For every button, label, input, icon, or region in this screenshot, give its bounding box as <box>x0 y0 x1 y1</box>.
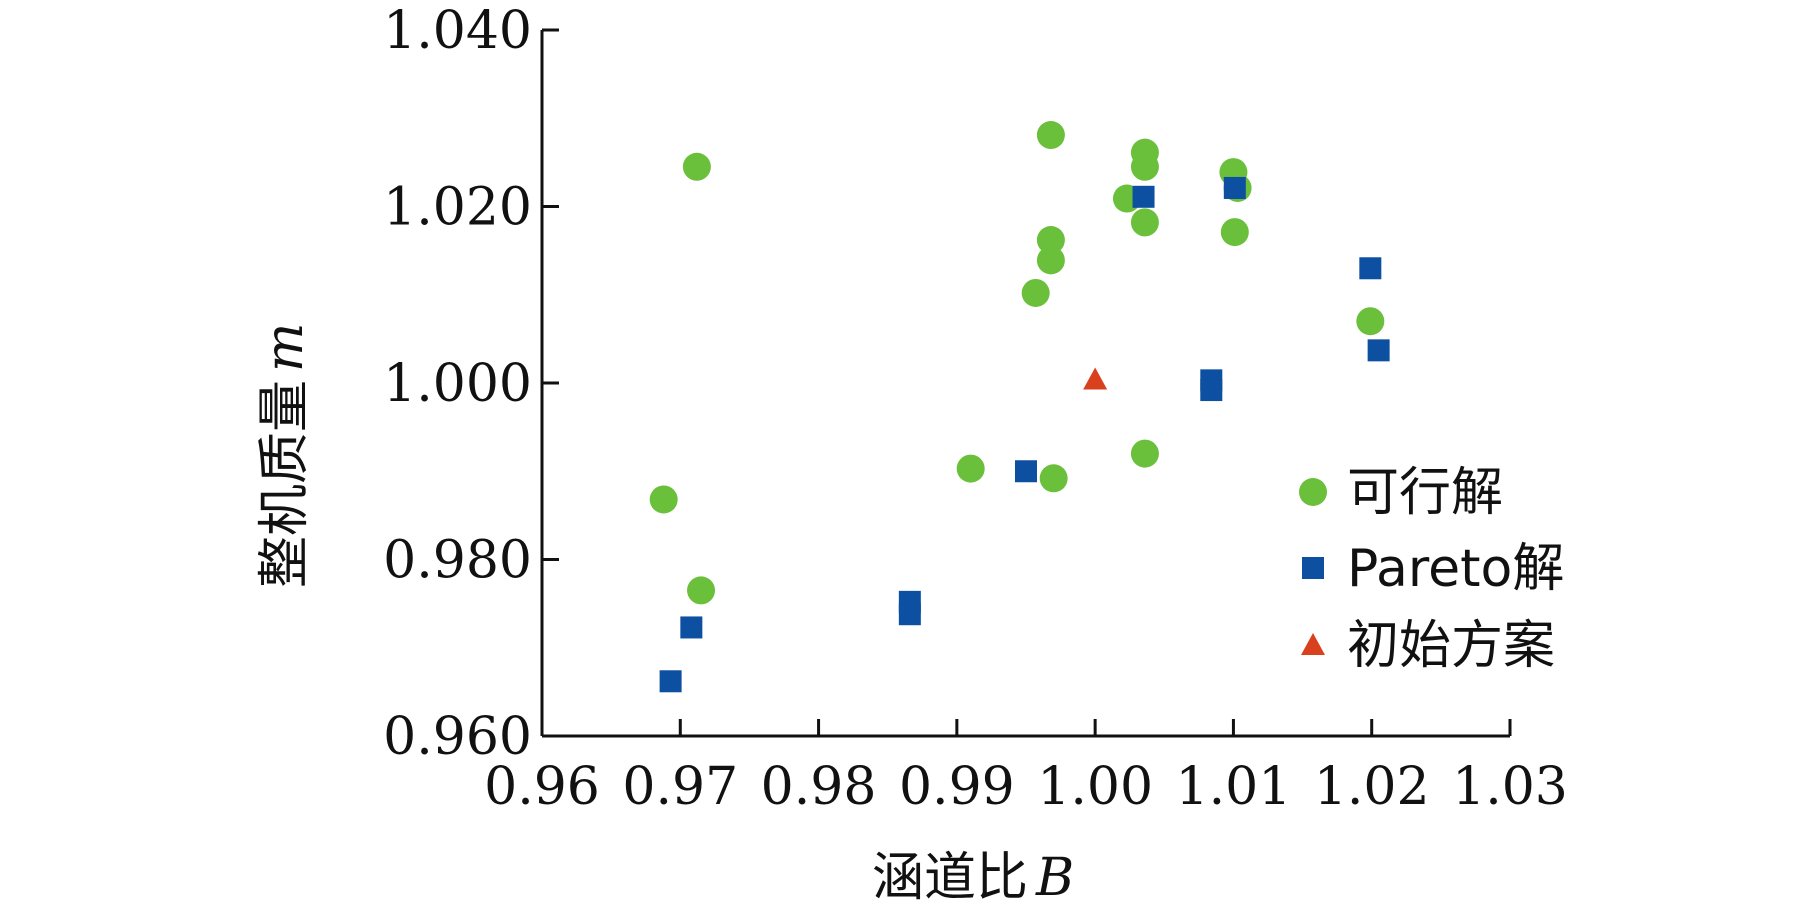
feasible-point <box>687 576 716 605</box>
x-tick-label: 1.02 <box>1314 757 1430 817</box>
pareto-point <box>1200 379 1223 402</box>
feasible-point <box>1356 307 1385 336</box>
pareto-point <box>1359 257 1382 280</box>
x-axis-title: 涵道比 <box>872 848 1028 908</box>
x-tick-label: 1.01 <box>1176 757 1292 817</box>
feasible-point <box>1036 121 1065 150</box>
pareto-point <box>659 670 682 693</box>
tick-labels: 0.96 0.97 0.98 0.99 1.00 1.01 1.02 1.03 0.960 0.9… <box>383 1 1568 817</box>
y-axis-title-group: 整机质量 m <box>255 323 315 588</box>
y-tick-label: 0.960 <box>383 707 532 767</box>
y-axis-variable: m <box>255 323 315 372</box>
feasible-point <box>649 485 678 514</box>
pareto-point <box>1367 339 1390 362</box>
x-tick-label: 0.99 <box>899 757 1015 817</box>
legend-feasible-label: 可行解 <box>1347 463 1503 523</box>
legend-initial-marker <box>1301 633 1325 655</box>
pareto-point <box>1223 176 1246 199</box>
legend-pareto-marker <box>1302 557 1324 579</box>
feasible-point <box>1021 278 1050 307</box>
feasible-point <box>682 152 711 181</box>
y-tick-label: 1.000 <box>383 354 532 414</box>
legend-pareto-label: Pareto解 <box>1347 539 1564 599</box>
x-tick-label: 1.00 <box>1037 757 1153 817</box>
y-axis-title: 整机质量 <box>255 380 315 588</box>
feasible-point <box>956 454 985 483</box>
feasible-point <box>1036 246 1065 275</box>
y-tick-label: 1.020 <box>383 178 532 238</box>
y-tick-label: 0.980 <box>383 531 532 591</box>
x-tick-label: 0.97 <box>622 757 738 817</box>
x-axis-variable: B <box>1035 848 1074 908</box>
feasible-point <box>1220 218 1249 247</box>
feasible-point <box>1036 226 1065 255</box>
plot-area <box>649 121 1390 693</box>
feasible-point <box>1039 464 1068 493</box>
axes <box>540 28 1512 738</box>
initial-point <box>1083 367 1108 390</box>
pareto-point <box>898 603 921 626</box>
pareto-point <box>680 616 703 639</box>
y-tick-label: 1.040 <box>383 1 532 61</box>
x-tick-label: 0.98 <box>761 757 877 817</box>
x-tick-label: 1.03 <box>1452 757 1568 817</box>
feasible-point <box>1130 152 1159 181</box>
legend-initial-label: 初始方案 <box>1347 616 1555 676</box>
feasible-point <box>1130 439 1159 468</box>
legend-feasible-marker <box>1299 478 1327 506</box>
pareto-point <box>1015 460 1037 483</box>
x-tick-label: 0.96 <box>484 757 600 817</box>
feasible-point <box>1130 208 1159 237</box>
pareto-point <box>1132 185 1155 208</box>
